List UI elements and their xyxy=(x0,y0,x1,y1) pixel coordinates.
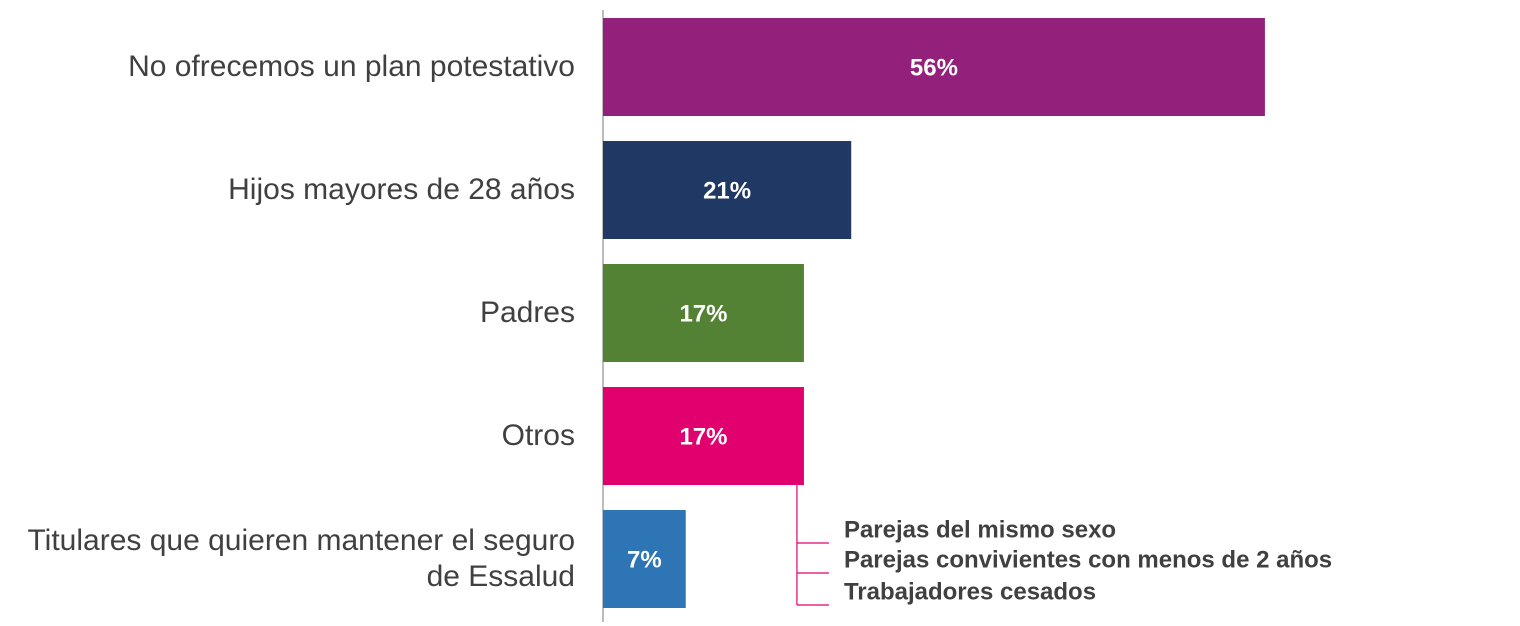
bar xyxy=(603,141,852,239)
category-label: Padres xyxy=(479,296,575,329)
annotation: Trabajadores cesados xyxy=(844,578,1096,605)
annotation: Parejas convivientes con menos de 2 años xyxy=(844,546,1332,573)
category-label: Hijos mayores de 28 años xyxy=(228,173,575,206)
annotation: Parejas del mismo sexo xyxy=(844,516,1116,543)
category-label: Titulares que quieren mantener el seguro… xyxy=(27,524,575,593)
bar xyxy=(603,510,686,608)
value-label: 17% xyxy=(679,423,727,450)
value-label: 21% xyxy=(703,177,751,204)
category-label: No ofrecemos un plan potestativo xyxy=(128,50,575,83)
value-label: 7% xyxy=(627,546,662,573)
value-label: 56% xyxy=(910,54,958,81)
bar xyxy=(603,387,804,485)
category-label: Otros xyxy=(501,419,575,452)
bar xyxy=(603,18,1265,116)
value-label: 17% xyxy=(679,300,727,327)
bar xyxy=(603,264,804,362)
